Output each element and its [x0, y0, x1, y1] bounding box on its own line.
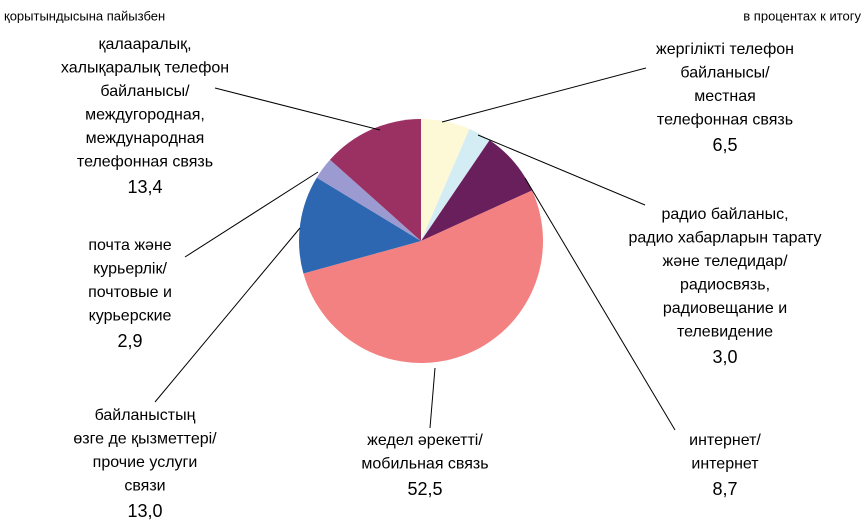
slice-label: жедел әрекетті/ [367, 432, 483, 449]
header-right: в процентах к итогу [743, 8, 861, 23]
leader-line [441, 67, 647, 123]
leader-line [524, 177, 676, 431]
value-label: 52,5 [407, 479, 442, 499]
slice-label: интернет/ [689, 432, 761, 449]
value-label: 13,4 [127, 177, 162, 197]
value-label: 2,9 [117, 331, 142, 351]
slice-label: қалааралық, [98, 36, 191, 53]
slice-label: курьерлік/ [93, 261, 167, 278]
slice-label: местная [694, 88, 756, 105]
value-label: 6,5 [712, 135, 737, 155]
leader-line [154, 227, 301, 403]
slice-label: почтовые и [88, 284, 172, 301]
slice-label: радио хабарларын тарату [628, 230, 821, 247]
header-left: қорытындысына пайызбен [4, 8, 165, 23]
leader-line [477, 134, 646, 206]
slice-label: мобильная связь [361, 456, 488, 473]
slice-label: байланысы/ [680, 65, 770, 82]
pie-slice [303, 190, 543, 364]
slice-label: радиосвязь, [680, 277, 770, 294]
slice-label: интернет [691, 456, 759, 473]
value-label: 13,0 [127, 501, 162, 521]
slice-label: телефонная связь [657, 112, 793, 129]
pie-slice [421, 140, 533, 241]
slice-label: почта және [88, 237, 171, 254]
pie-slice [299, 177, 421, 274]
pie-slice [316, 159, 421, 241]
leader-line [429, 367, 436, 429]
pie-slice [421, 129, 490, 241]
slice-label: халықаралық телефон [61, 60, 229, 77]
slice-label: байланыстың [95, 407, 196, 424]
slice-label: связи [124, 478, 165, 495]
slice-label: прочие услуги [93, 454, 198, 471]
slice-label: жергілікті телефон [656, 41, 794, 58]
leader-line [184, 171, 319, 258]
slice-label: международная [86, 130, 205, 147]
slice-label: және теледидар/ [662, 253, 788, 270]
slice-label: курьерские [89, 308, 172, 325]
slice-label: байланысы/ [100, 83, 190, 100]
slice-label: өзге де қызметтері/ [73, 431, 217, 448]
pie-slice [329, 119, 421, 241]
leader-line [214, 87, 381, 131]
pie-slice [421, 119, 470, 241]
slice-label: радио байланыс, [661, 206, 788, 223]
slice-label: радиовещание и [663, 300, 787, 317]
slice-label: междугородная, [85, 107, 205, 124]
slice-label: телефонная связь [77, 154, 213, 171]
slice-label: телевидение [677, 324, 773, 341]
value-label: 8,7 [712, 479, 737, 499]
value-label: 3,0 [712, 347, 737, 367]
